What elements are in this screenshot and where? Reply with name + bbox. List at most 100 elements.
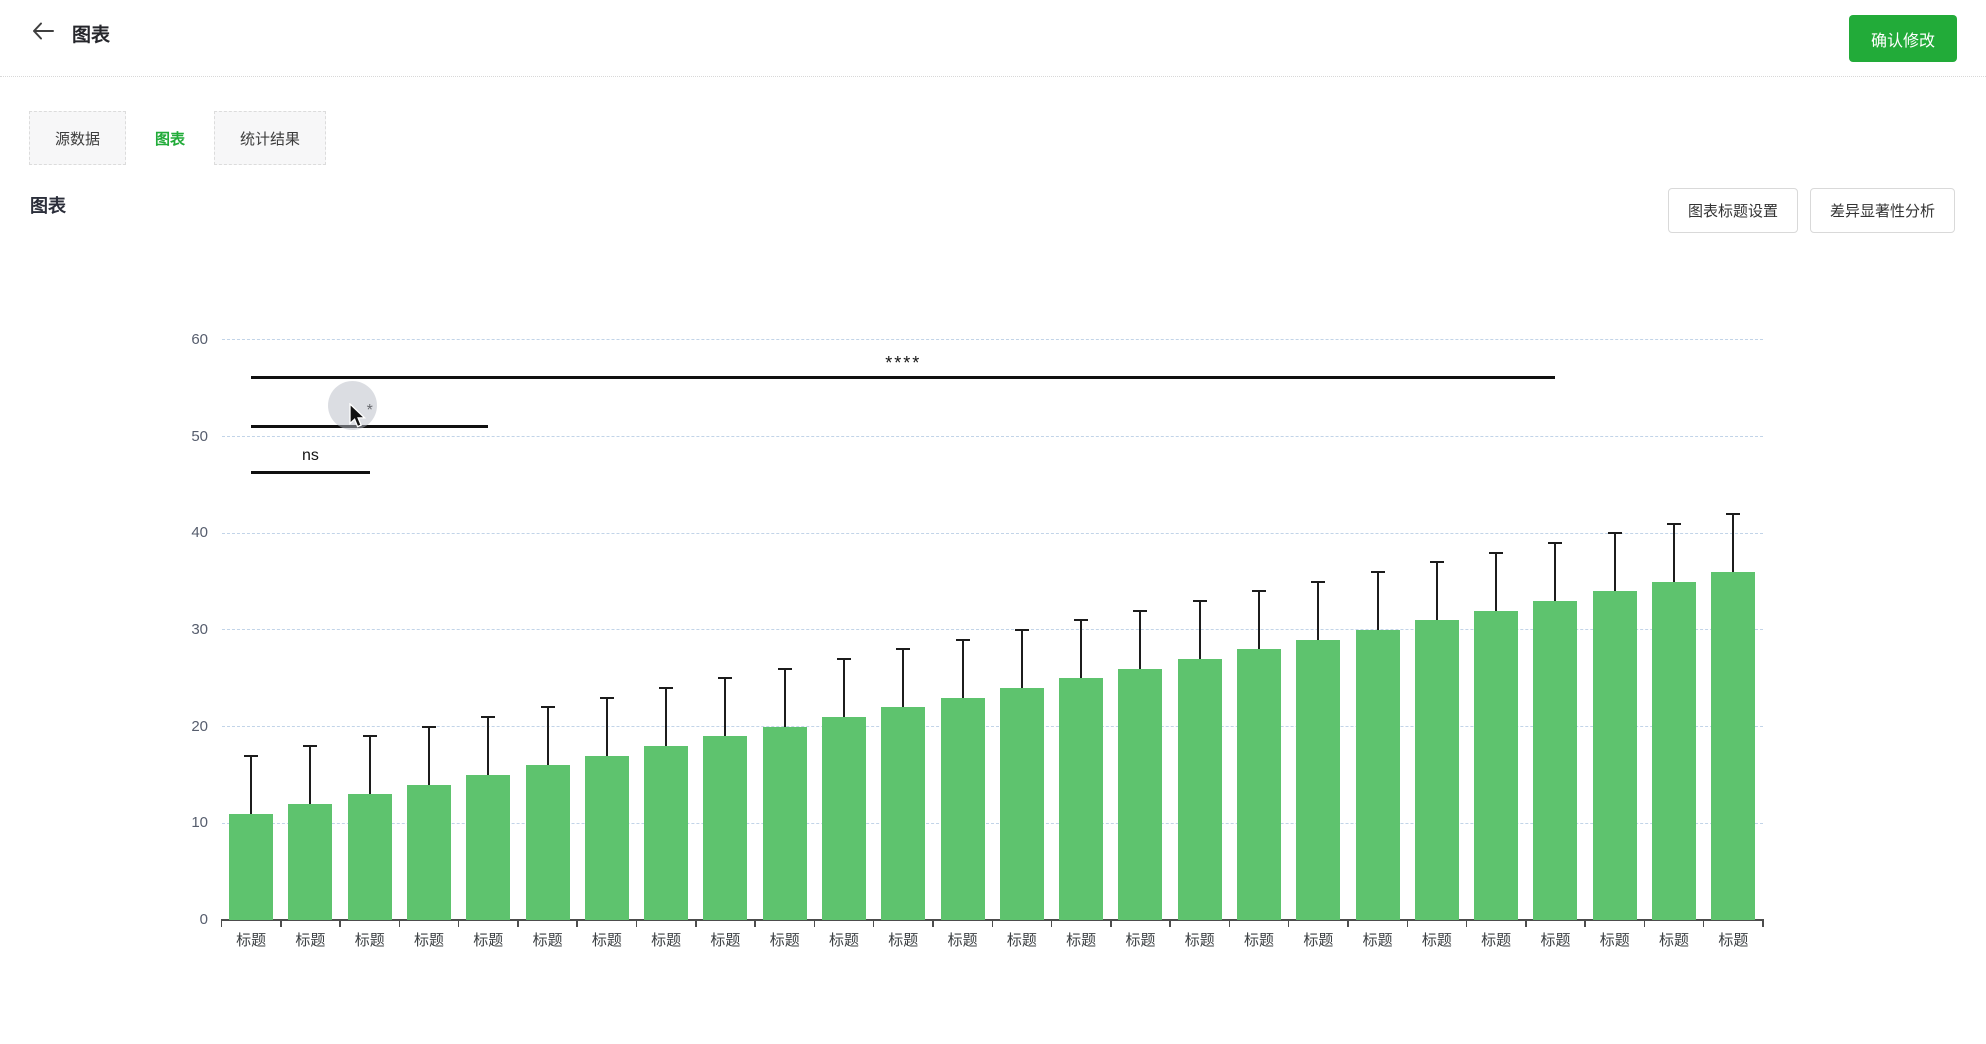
error-bar-cap [1726,512,1741,515]
error-bar-cap [659,686,674,689]
y-axis-tick-label: 40 [191,524,208,542]
error-bar [1139,610,1142,669]
bar [881,707,926,920]
tab-statistics-result[interactable]: 统计结果 [214,111,327,165]
error-bar-cap [1489,551,1504,554]
error-bar [487,716,490,775]
x-axis-tick [1465,920,1468,927]
bar [940,697,985,920]
x-category-label: 标题 [1481,932,1512,949]
gridline-y-60 [221,339,1763,341]
confirm-changes-button[interactable]: 确认修改 [1848,15,1957,62]
significance-line-2[interactable] [251,425,489,429]
error-bar [1198,600,1201,659]
bar [1355,629,1400,920]
error-bar-cap [1014,628,1029,631]
x-category-label: 标题 [651,932,682,949]
bar [999,687,1044,920]
gridline-y-50 [221,436,1763,438]
error-bar [961,639,964,698]
error-bar-cap [540,706,555,709]
error-bar [724,678,727,737]
y-axis-tick-label: 50 [191,427,208,445]
x-axis-tick [932,920,934,927]
significance-line-1[interactable] [251,376,1556,380]
error-bar-cap [1429,561,1444,564]
x-axis-tick [1287,920,1290,927]
error-bar-cap [1667,522,1682,525]
error-bar-cap [422,725,436,728]
x-axis-tick [1110,920,1112,927]
x-category-label: 标题 [532,932,563,949]
error-bar [1613,533,1616,592]
header: 图表 确认修改 [0,0,1986,77]
x-category-label: 标题 [888,932,919,949]
x-axis-tick [695,920,697,927]
gridline-y-30 [221,629,1763,631]
error-bar [1020,629,1023,688]
x-category-label: 标题 [1599,932,1630,949]
error-bar-cap [837,657,852,660]
gridline-y-20 [221,726,1763,728]
error-bar-cap [1074,619,1089,622]
x-axis-tick [457,920,460,927]
error-bar-cap [1607,532,1622,535]
y-axis-tick-label: 20 [191,717,208,735]
error-bar [1495,552,1498,611]
bar [644,745,689,920]
gridline-y-40 [221,532,1763,534]
x-category-label: 标题 [1006,932,1037,949]
error-bar [665,687,668,746]
x-axis-tick [1169,920,1171,927]
error-bar [1435,562,1438,621]
significance-analysis-button[interactable]: 差异显著性分析 [1809,188,1955,233]
error-bar [1376,571,1379,630]
bar [1474,610,1519,920]
x-category-label: 标题 [1244,932,1275,949]
x-axis-tick [1762,920,1764,927]
error-bar [1554,542,1557,601]
back-arrow-icon [31,21,55,44]
x-category-label: 标题 [1184,932,1215,949]
bar [1414,620,1459,920]
x-category-label: 标题 [591,932,622,949]
error-bar [783,668,786,727]
x-axis-tick [813,920,816,927]
back-button[interactable] [28,19,58,45]
x-category-label: 标题 [947,932,978,949]
x-axis-tick [1584,920,1586,927]
x-axis-tick [1050,920,1053,927]
bar [229,813,274,920]
bar [703,736,748,920]
x-category-label: 标题 [473,932,504,949]
chart-title-settings-button[interactable]: 图表标题设置 [1667,188,1798,233]
tab-chart[interactable]: 图表 [129,111,212,165]
bar [1118,668,1163,920]
significance-label-1[interactable]: **** [885,352,922,373]
significance-label-3[interactable]: ns [301,447,319,465]
error-bar-cap [955,638,970,641]
error-bar [309,745,312,804]
x-category-label: 标题 [1540,932,1571,949]
x-category-label: 标题 [710,932,741,949]
significance-line-3[interactable] [251,470,370,474]
tab-source-data[interactable]: 源数据 [29,111,127,165]
error-bar-cap [1311,580,1326,583]
error-bar [250,755,253,814]
x-category-label: 标题 [1303,932,1334,949]
bar [1296,639,1341,920]
x-category-label: 标题 [829,932,860,949]
error-bar-cap [777,667,792,670]
gridline-y-10 [221,822,1763,824]
tab-bar: 源数据 图表 统计结果 [29,111,327,165]
error-bar [1317,581,1320,640]
bar [407,784,451,920]
y-axis-tick-label: 60 [191,330,208,348]
error-bar-cap [362,735,377,738]
error-bar [1080,620,1083,679]
bar [288,803,333,920]
y-axis-tick-label: 0 [199,911,208,928]
x-axis-tick [635,920,638,927]
error-bar [1673,523,1676,582]
bar [1237,649,1282,920]
